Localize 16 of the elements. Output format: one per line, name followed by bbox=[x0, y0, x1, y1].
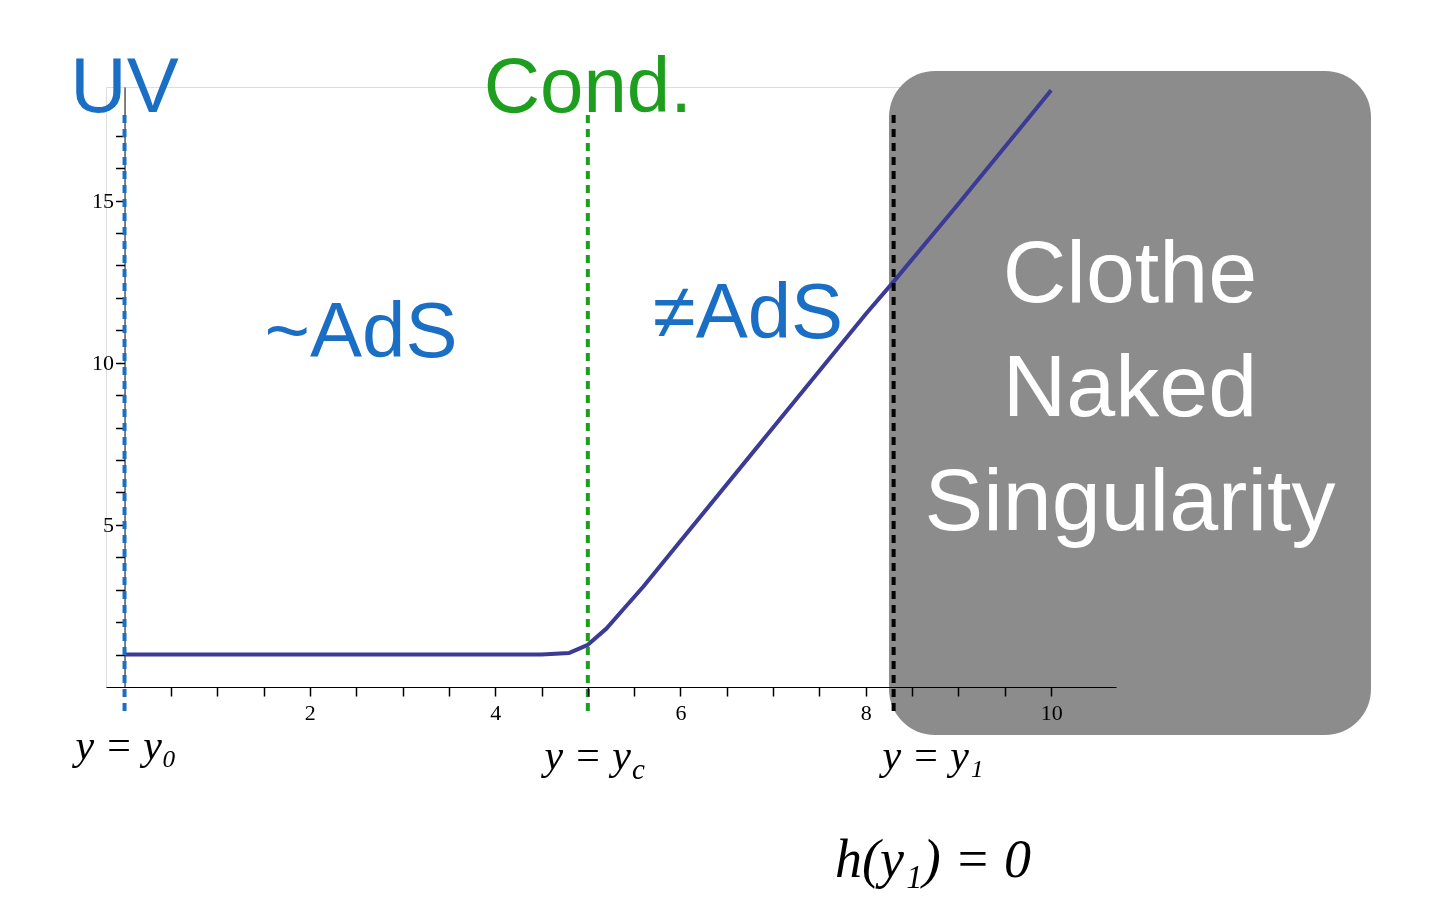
ref-line-label: UV bbox=[70, 41, 179, 129]
y-tick-label: 5 bbox=[103, 512, 115, 538]
text: y = y₁ bbox=[878, 732, 984, 778]
x-tick-label: 2 bbox=[304, 699, 316, 725]
y-tick-label: 15 bbox=[92, 188, 115, 214]
band-label: Clothe Naked Singularity bbox=[924, 222, 1336, 549]
y-tick-label: 10 bbox=[92, 350, 115, 376]
annotation: ~AdS bbox=[264, 286, 458, 374]
x-tick-label: 4 bbox=[490, 699, 502, 725]
x-tick-label: 6 bbox=[675, 699, 687, 725]
x-tick-label: 8 bbox=[860, 699, 872, 725]
annotation: ≠AdS bbox=[652, 267, 844, 355]
ref-line-label: Cond. bbox=[483, 41, 692, 129]
text: h(y₁) = 0 bbox=[834, 829, 1032, 889]
text: y = y₀ bbox=[71, 722, 177, 768]
x-tick-label: 10 bbox=[1040, 699, 1063, 725]
